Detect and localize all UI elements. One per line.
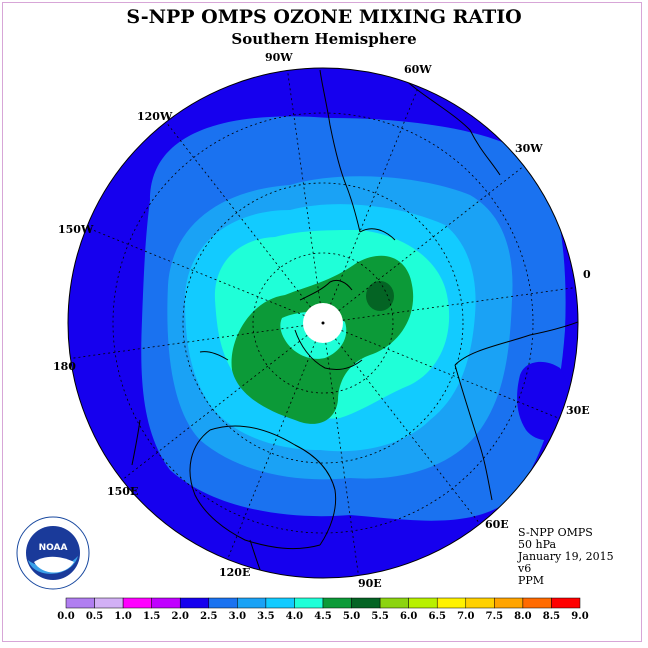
colorbar-tick-label: 3.0 (229, 611, 246, 622)
lon-label-60e: 60E (485, 518, 509, 531)
lon-label-60w: 60W (404, 63, 432, 76)
colorbar-tick-label: 1.0 (114, 611, 131, 622)
colorbar-tick-label: 5.5 (371, 611, 388, 622)
map-title: S-NPP OMPS OZONE MIXING RATIO (126, 6, 522, 28)
colorbar-tick-label: 8.0 (514, 611, 531, 622)
longitude-labels: 0 30W 60W 90W 120W 150W 180 150E 120E 90… (53, 51, 591, 590)
meridian-line (334, 338, 481, 525)
colorbar-tick-label: 4.0 (286, 611, 303, 622)
meridian-line (121, 334, 308, 481)
contour-4-5-5-0 (366, 281, 394, 311)
colorbar-tick-label: 2.5 (200, 611, 217, 622)
lon-label-90w: 90W (265, 51, 293, 64)
colorbar-swatch (151, 597, 181, 609)
colorbar-swatch (351, 597, 381, 609)
colorbar-swatch (436, 597, 467, 609)
info-pressure: 50 hPa (518, 538, 557, 551)
colorbar-swatch (179, 597, 210, 609)
colorbar-tick-label: 8.5 (543, 611, 560, 622)
lon-label-150w: 150W (58, 223, 94, 236)
meridian-line (70, 325, 304, 359)
lon-label-120e: 120E (219, 566, 250, 579)
meridian-line (338, 165, 525, 312)
colorbar-swatch (294, 597, 324, 609)
lon-label-120w: 120W (137, 110, 173, 123)
colorbar-swatch (122, 597, 152, 609)
meridian-line (86, 227, 305, 316)
lon-label-30e: 30E (566, 404, 590, 417)
contour-east-low (517, 361, 570, 441)
info-instrument: S-NPP OMPS (518, 526, 593, 539)
noaa-logo-text: NOAA (39, 543, 68, 553)
colorbar-tick-label: 6.0 (400, 611, 417, 622)
figure-frame (2, 2, 642, 642)
colorbar-tick-label: 7.0 (457, 611, 474, 622)
lon-label-30w: 30W (515, 142, 543, 155)
colorbar-swatch (65, 597, 95, 609)
meridian-line (287, 70, 321, 304)
noaa-logo: NOAA (16, 516, 90, 590)
colorbar-tick-label: 0.5 (86, 611, 103, 622)
graticule (70, 70, 576, 576)
meridian-line (227, 341, 316, 560)
colorbar-tick-label: 5.0 (343, 611, 360, 622)
colorbar-tick-label: 3.5 (257, 611, 274, 622)
colorbar-swatch (237, 597, 267, 609)
colorbar-tick-label: 0.0 (57, 611, 74, 622)
colorbar-swatch (522, 597, 552, 609)
lon-label-180: 180 (53, 360, 76, 373)
meridian-line (325, 342, 359, 576)
colorbar-swatch (408, 597, 438, 609)
map-subtitle: Southern Hemisphere (231, 30, 417, 48)
colorbar-tick-label: 7.5 (486, 611, 503, 622)
colorbar: 0.0 0.5 1.0 1.5 2.0 2.5 3.0 3.5 4.0 4.5 5.0 5.5 6.0 6… (57, 597, 589, 622)
meridian-line (342, 287, 576, 321)
info-date: January 19, 2015 (518, 550, 614, 563)
lon-label-150e: 150E (107, 485, 138, 498)
colorbar-swatch (465, 597, 495, 609)
meridian-line (165, 121, 312, 308)
info-units: PPM (518, 574, 545, 587)
colorbar-swatch (265, 597, 295, 609)
map-boundary (67, 67, 579, 579)
colorbar-tick-label: 4.5 (314, 611, 331, 622)
lon-label-0: 0 (583, 268, 591, 281)
colorbar-swatch (494, 597, 524, 609)
colorbar-tick-label: 6.5 (429, 611, 446, 622)
colorbar-swatch (94, 597, 124, 609)
colorbar-swatch (379, 597, 409, 609)
meridian-line (330, 86, 419, 305)
colorbar-tick-label: 1.5 (143, 611, 160, 622)
ozone-contours (68, 68, 578, 578)
coastlines (131, 69, 578, 576)
colorbar-tick-label: 9.0 (571, 611, 588, 622)
lon-label-90e: 90E (358, 577, 382, 590)
colorbar-tick-label: 2.0 (172, 611, 189, 622)
meridian-line (341, 330, 560, 419)
colorbar-swatch (208, 597, 238, 609)
colorbar-swatch (551, 597, 581, 609)
south-pole-marker (321, 321, 325, 325)
colorbar-swatch (322, 597, 352, 609)
info-version: v6 (518, 562, 532, 575)
